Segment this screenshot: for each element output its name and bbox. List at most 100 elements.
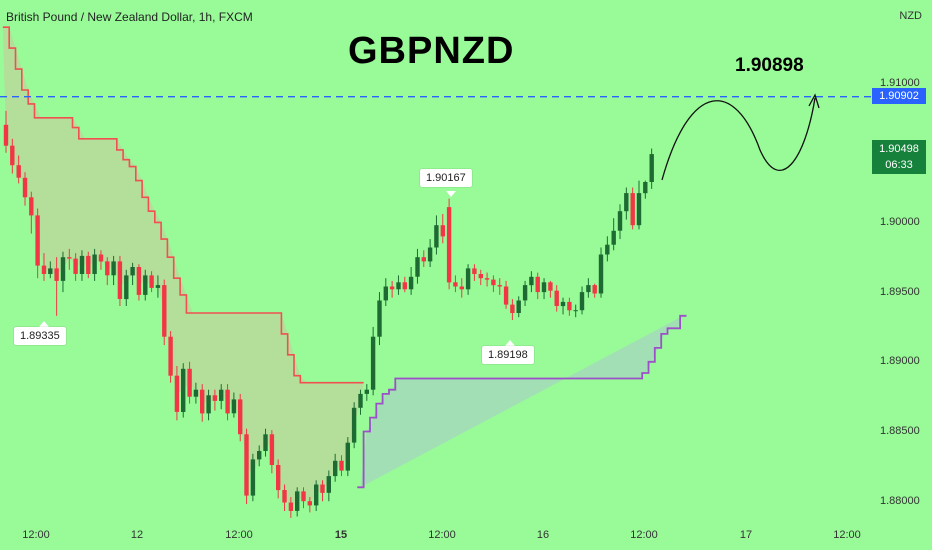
candle — [295, 487, 300, 517]
candle-body — [389, 286, 395, 290]
candle-body — [567, 301, 572, 311]
candle — [22, 172, 28, 206]
candle — [484, 272, 490, 287]
candle-body — [193, 389, 199, 397]
candle — [3, 110, 9, 153]
candle — [168, 331, 173, 383]
candle-body — [402, 282, 407, 290]
candle-body — [358, 393, 363, 408]
candle-body — [415, 257, 420, 277]
candle — [79, 250, 85, 281]
candle-body — [257, 451, 262, 460]
candle — [301, 487, 306, 509]
candle — [351, 402, 357, 449]
candle-body — [212, 395, 218, 401]
candle — [60, 251, 66, 293]
candle — [263, 428, 268, 457]
candle — [212, 389, 218, 411]
candle-body — [48, 268, 53, 274]
candle — [219, 384, 224, 410]
candle-body — [579, 292, 585, 311]
x-tick: 12:00 — [225, 529, 253, 541]
candle-body — [440, 225, 445, 237]
candle — [465, 264, 471, 295]
candle — [434, 215, 439, 255]
x-tick: 12:00 — [833, 529, 861, 541]
candle-body — [162, 285, 167, 337]
candle-body — [465, 268, 471, 290]
candle-body — [548, 282, 553, 291]
target-price-text: 1.90898 — [735, 55, 804, 76]
candle-body — [22, 177, 28, 198]
candle — [459, 278, 464, 298]
candle-body — [269, 434, 275, 465]
candle-body — [592, 285, 597, 294]
candle-body — [484, 278, 490, 280]
candle — [244, 428, 249, 504]
candle-body — [238, 399, 243, 435]
candle — [250, 453, 256, 502]
candle — [111, 255, 116, 286]
candle — [408, 267, 414, 295]
candle — [149, 271, 154, 293]
candle — [200, 384, 205, 422]
candle-body — [326, 476, 331, 493]
candle-body — [586, 285, 591, 293]
candle — [364, 384, 369, 401]
candle-body — [434, 225, 439, 248]
candle-body — [10, 145, 15, 166]
candle-body — [250, 459, 256, 496]
y-tick: 1.91000 — [880, 77, 920, 89]
chart-title: GBPNZD — [348, 30, 515, 72]
candle — [314, 480, 319, 511]
candle — [117, 255, 123, 306]
candle-body — [187, 368, 192, 397]
candle-body — [225, 389, 230, 414]
candle-body — [295, 491, 300, 511]
x-tick: 15 — [334, 529, 348, 541]
candle — [48, 261, 53, 279]
candle — [497, 278, 502, 295]
candle — [41, 253, 47, 281]
candle — [453, 275, 458, 293]
candle — [124, 269, 129, 306]
candle-body — [263, 434, 268, 451]
candle-body — [605, 244, 610, 255]
candle-body — [339, 460, 344, 471]
candle — [73, 253, 78, 281]
candle-body — [98, 254, 104, 262]
candle — [535, 272, 540, 300]
candle — [35, 208, 40, 279]
candle — [579, 286, 585, 315]
candle-body — [130, 267, 135, 276]
candle — [54, 257, 59, 316]
candle-body — [611, 230, 616, 245]
candle — [415, 248, 420, 284]
candle-body — [598, 254, 604, 294]
candle-body — [111, 261, 116, 276]
candle-body — [497, 285, 502, 287]
candle — [396, 275, 401, 295]
candle — [206, 389, 211, 421]
candle-body — [60, 257, 66, 281]
low-price-label-1: 1.89335 — [14, 327, 66, 345]
symbol-header: British Pound / New Zealand Dollar, 1h, … — [6, 10, 253, 24]
supertrend-up-line — [357, 314, 687, 489]
y-tick: 1.89500 — [880, 286, 920, 298]
overlay-lines — [0, 26, 872, 489]
candle-body — [16, 165, 21, 178]
candle — [155, 275, 161, 298]
candle-body — [396, 282, 401, 290]
candle — [567, 297, 572, 316]
candle-body — [472, 268, 477, 274]
countdown-value: 06:33 — [885, 159, 913, 171]
candle-body — [383, 286, 388, 301]
candle-body — [35, 215, 40, 266]
supertrend-bands — [2, 27, 684, 507]
candle — [333, 453, 338, 482]
candle — [598, 247, 604, 298]
candle-body — [408, 276, 414, 290]
candle-body — [529, 276, 534, 286]
uptrend-fill — [360, 315, 684, 488]
